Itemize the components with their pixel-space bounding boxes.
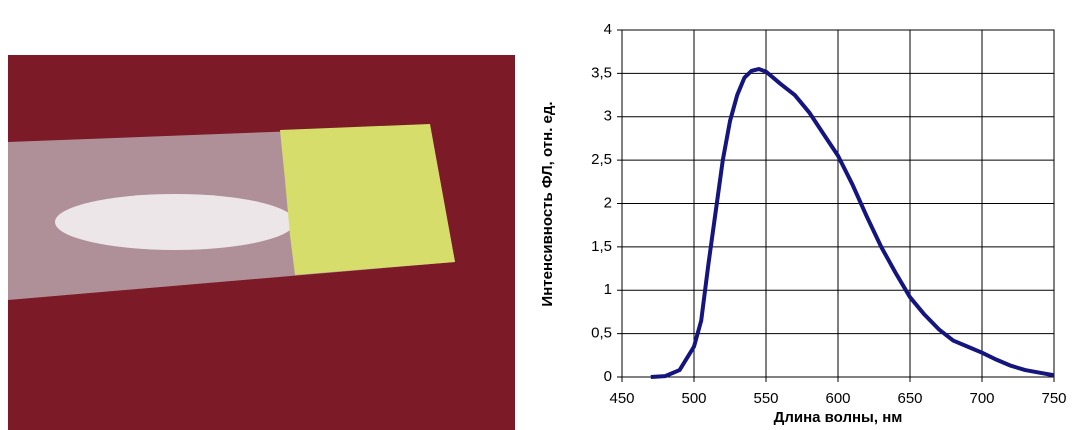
- y-tick-label: 2,5: [591, 151, 612, 168]
- photo: [8, 55, 515, 430]
- glare: [55, 194, 295, 250]
- x-tick-label: 450: [609, 390, 634, 407]
- y-tick-label: 0: [604, 368, 612, 385]
- x-tick-label: 600: [825, 390, 850, 407]
- y-tick-label: 3: [604, 108, 612, 125]
- y-tick-label: 1: [604, 281, 612, 298]
- x-tick-label: 550: [753, 390, 778, 407]
- y-tick-label: 2: [604, 194, 612, 211]
- y-tick-label: 4: [604, 21, 612, 38]
- y-tick-label: 1,5: [591, 238, 612, 255]
- plot-frame: [621, 29, 1055, 378]
- data-line: [650, 67, 1055, 379]
- x-tick-label: 650: [897, 390, 922, 407]
- y-tick-label: 0,5: [591, 325, 612, 342]
- yellow-coating: [280, 124, 455, 275]
- x-tick-label: 700: [969, 390, 994, 407]
- x-tick-label: 500: [681, 390, 706, 407]
- x-axis-title: Длина волны, нм: [774, 409, 903, 426]
- y-axis-title: Интенсивность ФЛ, отн. ед.: [539, 101, 556, 306]
- x-tick-label: 750: [1041, 390, 1066, 407]
- y-tick-label: 3,5: [591, 64, 612, 81]
